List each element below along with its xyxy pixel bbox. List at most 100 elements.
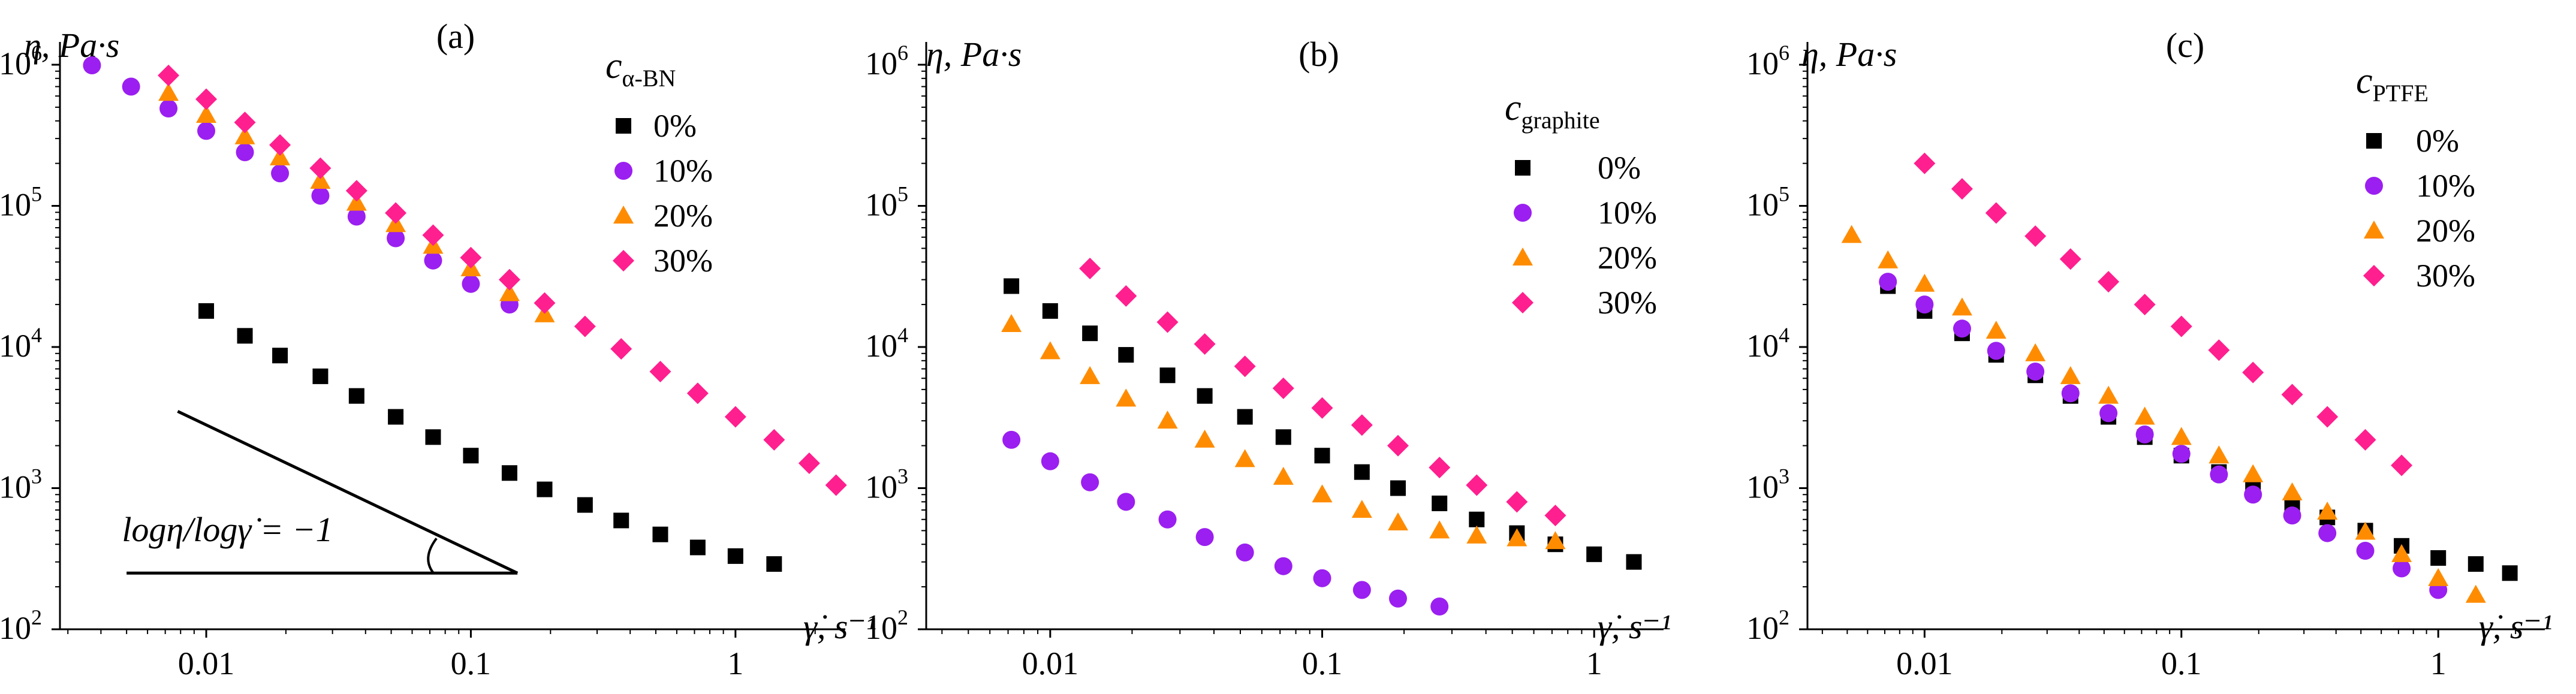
data-point xyxy=(1116,388,1137,407)
legend-label: 20% xyxy=(2416,213,2475,249)
data-point xyxy=(1080,366,1101,384)
x-axis-label: γ̇, s⁻¹ xyxy=(803,607,876,646)
data-point xyxy=(158,83,179,101)
legend-marker xyxy=(2364,221,2384,239)
data-point xyxy=(1841,225,1862,243)
legend-label: 10% xyxy=(1598,195,1657,231)
legend-title: cPTFE xyxy=(2356,61,2429,107)
data-point xyxy=(196,104,217,123)
data-point xyxy=(724,406,746,428)
data-point xyxy=(1004,278,1020,294)
data-point xyxy=(2282,482,2303,500)
x-tick-label: 0.01 xyxy=(1896,645,1953,681)
data-point xyxy=(1157,411,1178,429)
y-tick-label: 103 xyxy=(1746,464,1789,505)
data-point xyxy=(1194,429,1215,448)
data-point xyxy=(1274,557,1292,575)
y-tick-label: 106 xyxy=(865,41,908,82)
data-point xyxy=(577,497,593,513)
data-point xyxy=(1237,409,1253,425)
legend-marker xyxy=(613,250,634,271)
data-point xyxy=(83,56,101,75)
legend-label: 10% xyxy=(653,153,713,189)
data-point xyxy=(2317,501,2338,520)
legend: cgraphite 0% 10% 20% 30% xyxy=(1505,87,1657,321)
y-tick-label: 106 xyxy=(1746,41,1789,82)
data-point xyxy=(1430,597,1449,615)
panel-label: (b) xyxy=(1298,35,1339,74)
data-point xyxy=(2356,541,2375,560)
data-point xyxy=(348,388,364,404)
data-point xyxy=(1544,505,1566,527)
data-point xyxy=(1272,377,1294,399)
data-point xyxy=(1314,448,1330,464)
data-point xyxy=(2391,454,2413,476)
data-point xyxy=(1507,528,1527,547)
slope-annotation: logη/logγ̇ = −1 xyxy=(122,410,519,575)
panel-a: 102 103 104 105 106 0.01 0.1 1 η, Pa·s γ̇, s⁻¹ (a)… xyxy=(0,17,876,681)
data-point xyxy=(499,283,520,301)
data-point xyxy=(347,207,366,226)
data-point xyxy=(1001,313,1022,332)
data-point xyxy=(425,429,441,445)
data-point xyxy=(2025,343,2046,361)
data-point xyxy=(1432,495,1448,511)
data-point xyxy=(501,465,517,481)
data-point xyxy=(1082,325,1098,342)
data-point xyxy=(1118,347,1134,363)
data-point xyxy=(1986,321,2006,339)
data-point xyxy=(1429,520,1450,539)
series-20% xyxy=(1841,225,2486,603)
data-point xyxy=(2209,445,2229,464)
legend-label: 30% xyxy=(1598,285,1657,321)
data-point xyxy=(2428,568,2449,586)
data-point xyxy=(312,368,329,384)
data-point xyxy=(269,134,291,156)
legend-label: 0% xyxy=(2416,123,2459,159)
data-point xyxy=(1388,589,1407,608)
slope-angle-arc xyxy=(427,538,438,574)
y-tick-label: 105 xyxy=(865,182,908,223)
data-point xyxy=(1387,512,1408,530)
data-point xyxy=(197,122,216,140)
data-point xyxy=(2099,404,2118,423)
data-point xyxy=(1915,295,1934,314)
data-point xyxy=(613,512,629,529)
y-tick-label: 104 xyxy=(1746,323,1789,364)
data-point xyxy=(1469,511,1485,527)
data-point xyxy=(1042,303,1058,319)
data-point xyxy=(2172,445,2191,463)
panel-label: (a) xyxy=(436,17,475,56)
data-point xyxy=(1115,285,1137,307)
data-point xyxy=(2316,406,2339,428)
data-point xyxy=(1466,474,1488,496)
y-tick-label: 105 xyxy=(1746,182,1789,223)
y-tick-label: 102 xyxy=(1746,605,1789,646)
data-point xyxy=(1351,414,1373,436)
x-tick-label: 1 xyxy=(727,645,743,681)
data-point xyxy=(272,348,288,364)
data-point xyxy=(2024,225,2047,248)
legend-marker xyxy=(613,206,634,224)
data-point xyxy=(1951,297,1972,316)
legend-label: 0% xyxy=(653,108,697,144)
data-point xyxy=(763,429,785,451)
y-axis-label: η, Pa·s xyxy=(1801,35,1897,74)
slope-annotation-text: logη/logγ̇ = −1 xyxy=(122,510,333,549)
data-point xyxy=(2355,521,2376,540)
series-30% xyxy=(158,64,847,496)
legend-marker xyxy=(616,118,631,134)
legend-label: 0% xyxy=(1598,150,1641,186)
y-tick-label: 104 xyxy=(865,323,908,364)
data-point xyxy=(1953,319,1971,338)
data-point xyxy=(158,64,180,86)
data-point xyxy=(1466,525,1487,544)
data-point xyxy=(1158,510,1177,529)
data-point xyxy=(652,526,668,542)
x-tick-label: 1 xyxy=(2430,645,2447,681)
data-point xyxy=(2502,565,2518,581)
data-point xyxy=(1236,543,1254,562)
legend: cPTFE 0% 10% 20% 30% xyxy=(2356,61,2475,294)
data-point xyxy=(1878,250,1899,268)
data-point xyxy=(2465,584,2486,603)
